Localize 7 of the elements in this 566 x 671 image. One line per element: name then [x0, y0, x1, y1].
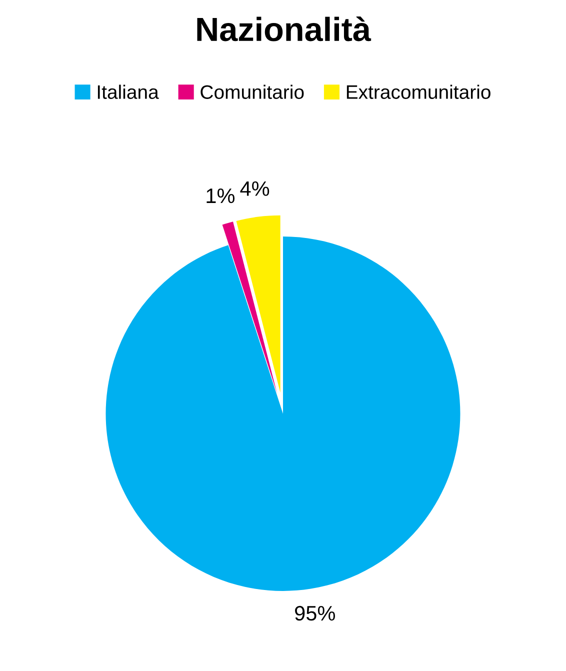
data-label: 95%: [295, 606, 335, 621]
data-label: 4%: [240, 181, 270, 196]
legend-label: Italiana: [98, 84, 159, 99]
chart-title: Nazionalità: [197, 16, 372, 42]
legend-label: Extracomunitario: [346, 84, 490, 99]
legend-label: Comunitario: [200, 84, 304, 99]
data-label: 1%: [206, 188, 235, 204]
